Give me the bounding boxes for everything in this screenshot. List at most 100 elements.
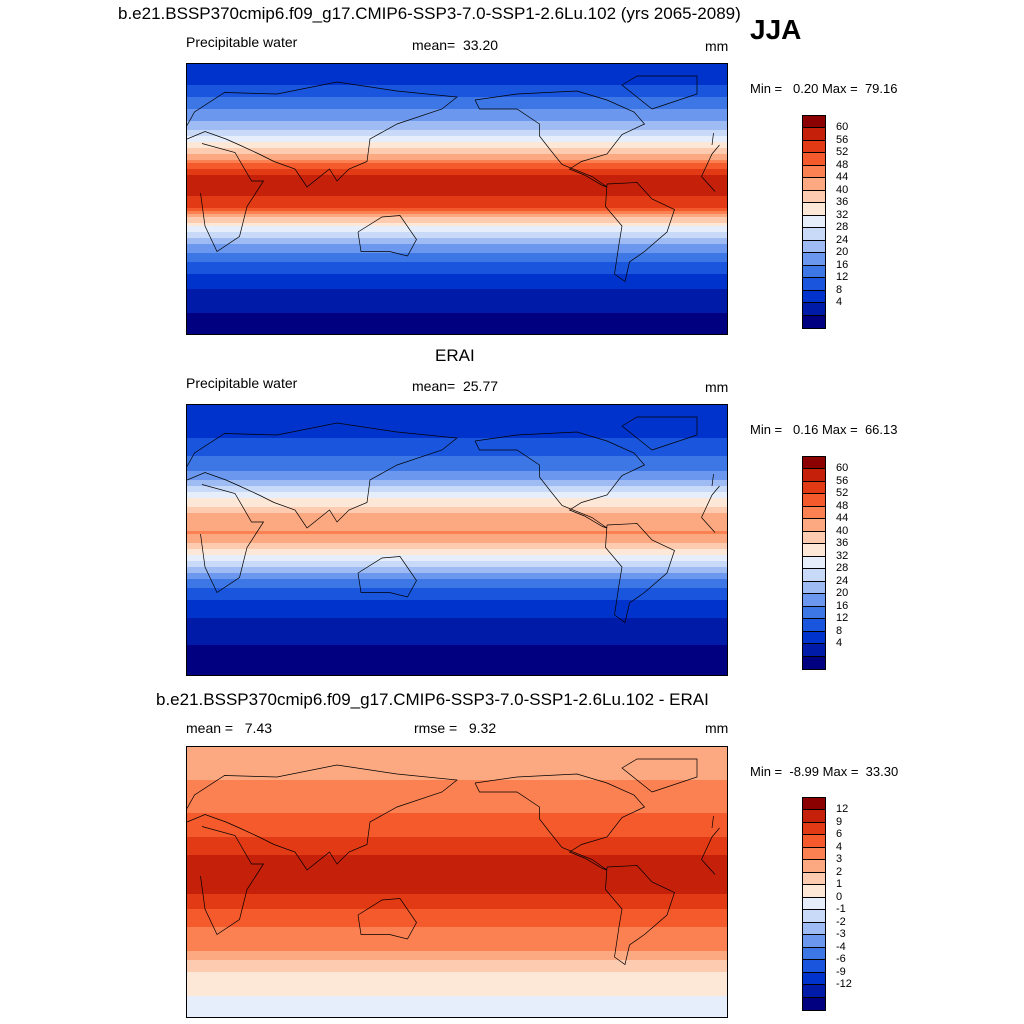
contour-band: [187, 915, 727, 919]
contour-band: [187, 232, 727, 236]
panel1-min-value: 0.20: [793, 81, 819, 96]
contour-band: [187, 612, 727, 616]
contour-band: [187, 804, 727, 808]
contour-band: [187, 894, 727, 898]
coastline: [621, 75, 698, 110]
colorbar-tick-label: -1: [836, 903, 846, 916]
contour-band: [187, 819, 727, 823]
contour-band: [187, 405, 727, 409]
contour-band: [187, 924, 727, 928]
colorbar-segment: [803, 240, 825, 254]
panel3-map: [186, 746, 728, 1018]
contour-band: [187, 747, 727, 751]
contour-band: [187, 831, 727, 835]
colorbar-tick-label: 12: [836, 803, 849, 816]
panel1-max-label: Max =: [821, 81, 858, 96]
colorbar-tick-label: -2: [836, 915, 846, 928]
colorbar-segment: [803, 278, 825, 291]
colorbar-segment: [803, 935, 825, 948]
contour-band: [187, 190, 727, 194]
contour-band: [187, 148, 727, 152]
panel2-min-value: 0.16: [793, 422, 819, 437]
colorbar-tick-label: 44: [836, 512, 849, 525]
contour-band: [187, 459, 727, 463]
contour-band: [187, 750, 727, 754]
contour-band: [187, 621, 727, 625]
contour-band: [187, 498, 727, 502]
colorbar-segment: [803, 303, 825, 316]
contour-band: [187, 582, 727, 586]
panel2-mean: mean= 25.77: [412, 378, 498, 394]
colorbar-tick-label: 56: [836, 133, 849, 146]
panel3-mean-value: 7.43: [244, 720, 273, 736]
contour-band: [187, 160, 727, 164]
contour-band: [187, 313, 727, 317]
contour-band: [187, 145, 727, 149]
colorbar-segment: [803, 153, 825, 166]
contour-band: [187, 888, 727, 892]
colorbar-tick-label: 9: [836, 815, 843, 828]
contour-band: [187, 477, 727, 481]
colorbar-tick-label: 16: [836, 599, 849, 612]
contour-band: [187, 265, 727, 269]
contour-band: [187, 948, 727, 952]
colorbar-tick-label: 60: [836, 121, 849, 134]
contour-band: [187, 795, 727, 799]
colorbar-tick-label: 52: [836, 487, 849, 500]
contour-band: [187, 423, 727, 427]
contour-band: [187, 456, 727, 460]
contour-band: [187, 534, 727, 538]
panel2-map: [186, 404, 728, 676]
contour-band: [187, 187, 727, 191]
contour-band: [187, 822, 727, 826]
colorbar-tick-label: 2: [836, 865, 843, 878]
contour-band: [187, 798, 727, 802]
colorbar-segment: [803, 165, 825, 179]
contour-band: [187, 780, 727, 784]
contour-band: [187, 1005, 727, 1009]
contour-band: [187, 810, 727, 814]
contour-band: [187, 864, 727, 868]
colorbar-tick-label: -4: [836, 940, 846, 953]
coastline: [701, 827, 720, 860]
contour-band: [187, 756, 727, 760]
contour-band: [187, 771, 727, 775]
coastline: [187, 81, 458, 188]
panel2-colorbar: [802, 456, 826, 670]
colorbar-tick-label: 8: [836, 283, 843, 296]
colorbar-tick-label: 56: [836, 474, 849, 487]
colorbar-segment: [803, 860, 825, 873]
coastline: [701, 517, 716, 533]
contour-band: [187, 211, 727, 215]
contour-band: [187, 432, 727, 436]
contour-band: [187, 271, 727, 275]
contour-band: [187, 70, 727, 74]
contour-band: [187, 618, 727, 622]
contour-band: [187, 208, 727, 212]
coastline: [200, 484, 265, 594]
contour-band: [187, 843, 727, 847]
contour-band: [187, 858, 727, 862]
colorbar-tick-label: 12: [836, 612, 849, 625]
panel3-rmse-label: rmse =: [414, 720, 458, 736]
contour-band: [187, 648, 727, 652]
colorbar-segment: [803, 228, 825, 241]
colorbar-segment: [803, 544, 825, 557]
contour-band: [187, 247, 727, 251]
colorbar-tick-label: 44: [836, 171, 849, 184]
contour-band: [187, 834, 727, 838]
colorbar-segment: [803, 190, 825, 204]
colorbar-segment: [803, 506, 825, 520]
contour-band: [187, 91, 727, 95]
contour-band: [187, 594, 727, 598]
contour-band: [187, 214, 727, 218]
colorbar-tick-label: 36: [836, 196, 849, 209]
colorbar-tick-label: 32: [836, 549, 849, 562]
colorbar-segment: [803, 265, 825, 279]
contour-band: [187, 483, 727, 487]
contour-band: [187, 786, 727, 790]
contour-band: [187, 441, 727, 445]
contour-band: [187, 438, 727, 442]
panel2-mean-label: mean=: [412, 378, 456, 394]
contour-band: [187, 540, 727, 544]
